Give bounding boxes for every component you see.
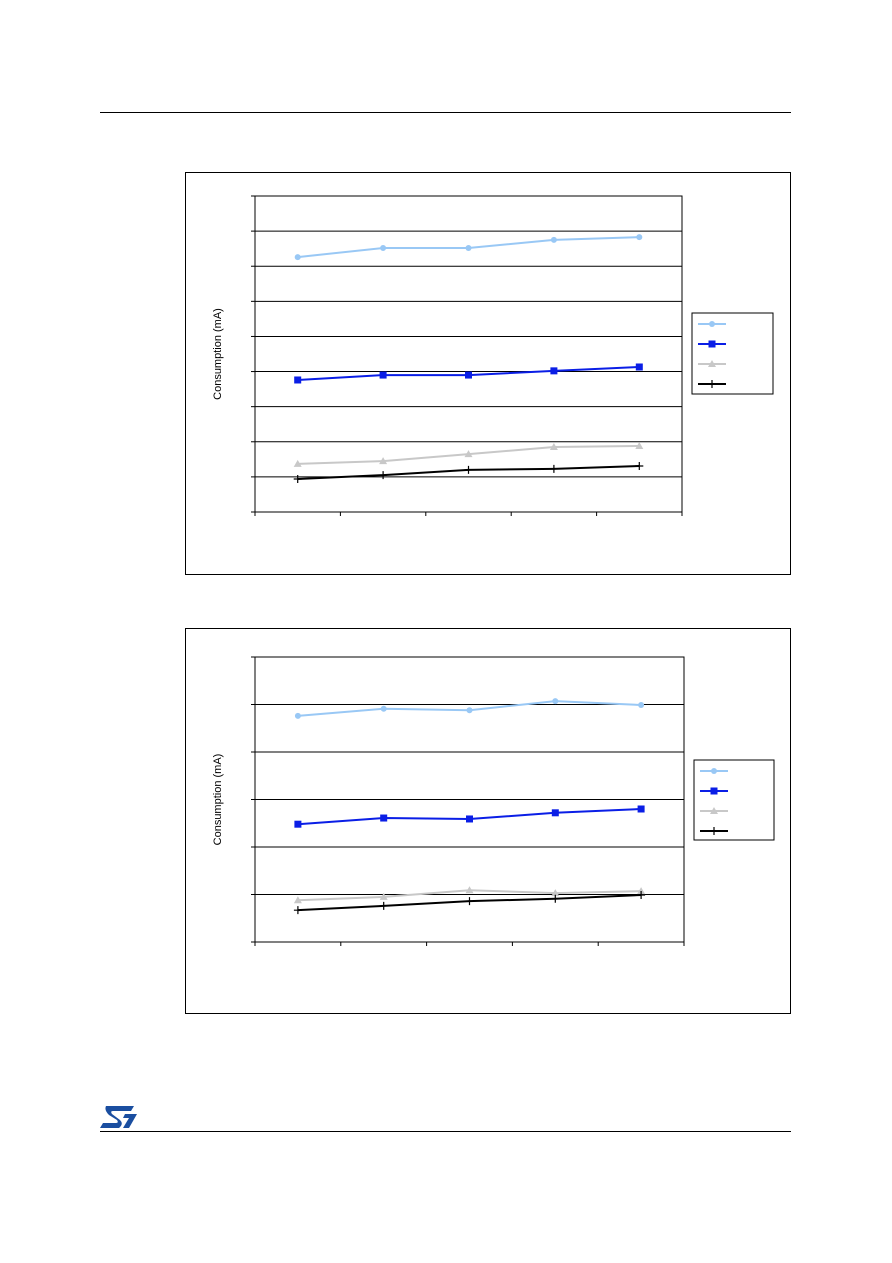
marker (464, 465, 473, 474)
marker (293, 459, 302, 467)
marker (635, 441, 644, 449)
marker (464, 450, 473, 458)
chart-frame (185, 628, 791, 1014)
legend-marker (708, 380, 716, 388)
legend-marker (709, 321, 715, 327)
marker (638, 701, 645, 708)
marker (465, 371, 472, 379)
marker (552, 698, 559, 705)
marker (379, 371, 387, 379)
legend-marker (711, 768, 717, 774)
marker (549, 443, 558, 451)
marker (635, 363, 643, 371)
marker (466, 707, 473, 714)
marker (637, 887, 646, 895)
marker (551, 889, 560, 897)
y-axis-label: Consumption (mA) (212, 754, 224, 846)
marker (465, 886, 474, 894)
marker (636, 234, 643, 241)
marker (551, 894, 560, 903)
marker (293, 474, 302, 483)
marker (293, 896, 302, 904)
marker (466, 815, 473, 823)
marker (379, 471, 388, 480)
marker (379, 457, 388, 465)
marker (379, 892, 388, 900)
marker (380, 244, 387, 251)
legend-box (691, 312, 774, 395)
marker (550, 367, 558, 375)
legend-marker (710, 807, 718, 814)
marker (549, 464, 558, 473)
legend-marker (708, 340, 716, 348)
marker (294, 820, 302, 828)
legend-marker (710, 787, 718, 795)
marker (637, 805, 645, 813)
marker (465, 897, 474, 906)
chart: Consumption (mA) (185, 628, 791, 1014)
legend-marker (710, 827, 718, 835)
marker (635, 462, 644, 471)
marker (380, 814, 388, 822)
y-axis-label: Consumption (mA) (212, 308, 224, 400)
marker (294, 254, 301, 261)
marker (380, 705, 387, 712)
marker (465, 244, 472, 251)
marker (293, 906, 302, 915)
marker (550, 236, 557, 243)
marker (294, 376, 302, 384)
st-logo (100, 1106, 137, 1128)
legend-marker (708, 360, 716, 367)
marker (551, 809, 559, 817)
marker (379, 901, 388, 910)
marker (294, 712, 301, 719)
marker (637, 890, 646, 899)
chart: Consumption (mA) (185, 172, 791, 575)
legend-box (693, 759, 775, 841)
